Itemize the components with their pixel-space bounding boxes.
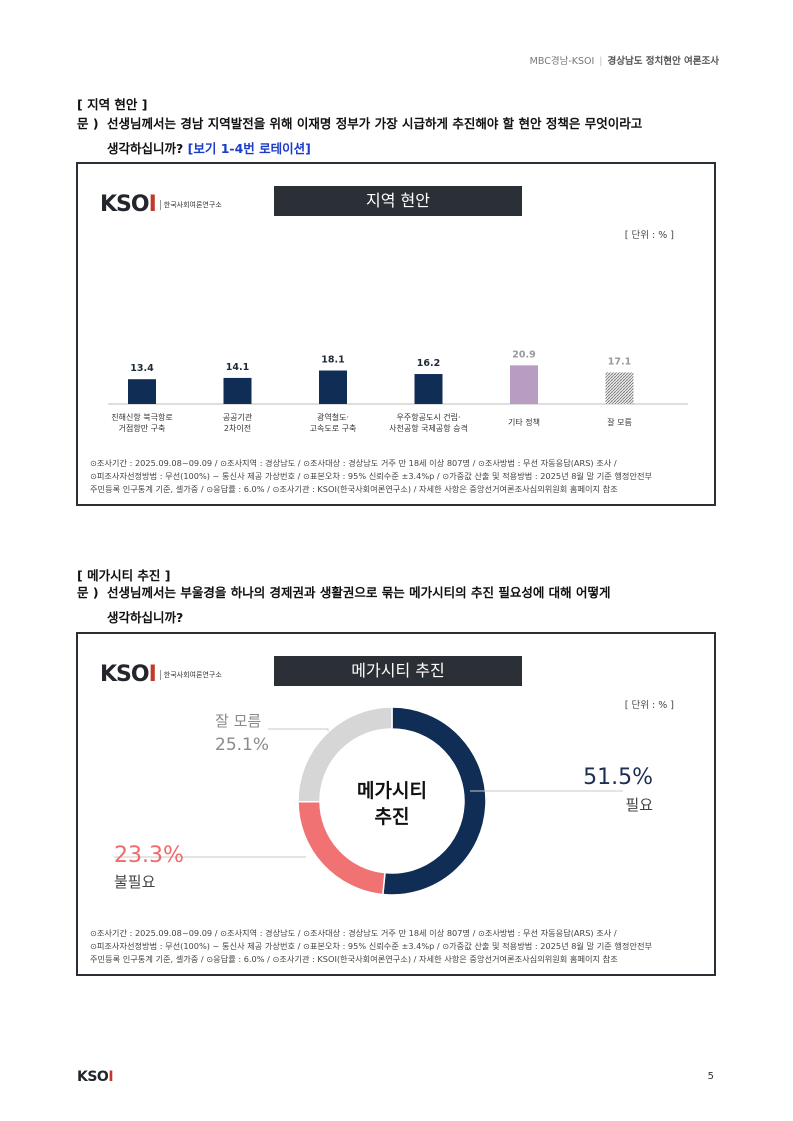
- bar-value-label: 20.9: [512, 349, 535, 360]
- category-label: 거점항만 구축: [119, 423, 166, 433]
- category-label: 고속도로 구축: [310, 424, 357, 433]
- question-label: 문 ): [77, 585, 99, 600]
- ksoi-logo: KSOI 한국사회여론연구소: [100, 192, 222, 217]
- category-label: 진해신항 북극항로: [111, 412, 172, 422]
- donut-slice-2: [297, 800, 386, 896]
- header-left: MBC경남-KSOI: [529, 56, 595, 67]
- category-label: 사천공항 국제공항 승격: [389, 423, 468, 433]
- header-right-title: 경상남도 정치현안 여론조사: [607, 56, 720, 67]
- leader-line-3: [268, 728, 329, 731]
- methodology-note: ⊙조사기간 : 2025.09.08~09.09 / ⊙조사지역 : 경상남도 …: [90, 458, 653, 494]
- slice-label-3: 잘 모름: [215, 712, 261, 730]
- ksoi-logo: KSOI 한국사회여론연구소: [100, 662, 222, 687]
- logo-org: 한국사회여론연구소: [159, 199, 222, 210]
- slice-value-1: 51.5%: [583, 765, 653, 790]
- bar-6: [605, 372, 634, 404]
- question-line2: 생각하십니까?: [107, 610, 184, 625]
- donut-slice-3: [297, 706, 393, 803]
- bar-3: [319, 370, 347, 404]
- logo-org: 한국사회여론연구소: [159, 669, 222, 680]
- slice-label-2: 불필요: [114, 873, 156, 891]
- donut-center-label: 메가시티: [357, 780, 427, 802]
- bar-value-label: 17.1: [608, 356, 631, 367]
- section-title-regional: [ 지역 현안 ]: [77, 97, 148, 112]
- section-title-megacity: [ 메가시티 추진 ]: [77, 568, 171, 583]
- bar-2: [223, 377, 252, 404]
- bar-value-label: 18.1: [321, 355, 344, 366]
- category-label: 기타 정책: [508, 417, 540, 427]
- donut-center-label: 추진: [375, 806, 410, 828]
- question-line1: 선생님께서는 경남 지역발전을 위해 이재명 정부가 가장 시급하게 추진해야 …: [107, 116, 643, 131]
- chart-title: 메가시티 추진: [274, 656, 522, 686]
- bar-1: [128, 379, 156, 404]
- slice-label-1: 필요: [625, 796, 653, 814]
- chart-title: 지역 현안: [274, 186, 522, 216]
- question-line2: 생각하십니까?: [107, 141, 184, 156]
- chart-panel-regional: KSOI 한국사회여론연구소 지역 현안 [ 단위 : % ] 13.4 진해신항…: [76, 162, 716, 506]
- bar-value-label: 16.2: [417, 358, 440, 369]
- question-regional: 문 ) 선생님께서는 경남 지역발전을 위해 이재명 정부가 가장 시급하게 추진…: [77, 111, 717, 161]
- category-label: 광역철도·: [317, 412, 349, 422]
- bar-5: [510, 365, 538, 404]
- slice-value-2: 23.3%: [114, 843, 184, 868]
- page-header: MBC경남-KSOI | 경상남도 정치현안 여론조사: [529, 56, 720, 67]
- category-label: 잘 모름: [607, 418, 632, 427]
- category-label: 공공기관: [223, 412, 253, 422]
- footer-logo: KSOI: [77, 1069, 114, 1085]
- unit-label: [ 단위 : % ]: [624, 700, 674, 711]
- question-megacity: 문 ) 선생님께서는 부울경을 하나의 경제권과 생활권으로 묶는 메가시티의 추…: [77, 580, 717, 630]
- bar-value-label: 13.4: [130, 363, 154, 374]
- category-label: 우주항공도시 건립·: [397, 412, 461, 422]
- donut-slice-1: [382, 706, 487, 896]
- unit-label: [ 단위 : % ]: [624, 230, 674, 241]
- question-label: 문 ): [77, 116, 99, 131]
- bar-value-label: 14.1: [226, 362, 249, 373]
- category-label: 2차이전: [224, 423, 251, 433]
- bar-4: [414, 374, 443, 404]
- page-number: 5: [707, 1071, 714, 1082]
- question-rotation-note: [보기 1-4번 로테이션]: [187, 141, 311, 156]
- methodology-note: ⊙조사기간 : 2025.09.08~09.09 / ⊙조사지역 : 경상남도 …: [90, 928, 653, 964]
- question-line1: 선생님께서는 부울경을 하나의 경제권과 생활권으로 묶는 메가시티의 추진 필…: [107, 585, 611, 600]
- slice-value-3: 25.1%: [215, 735, 269, 755]
